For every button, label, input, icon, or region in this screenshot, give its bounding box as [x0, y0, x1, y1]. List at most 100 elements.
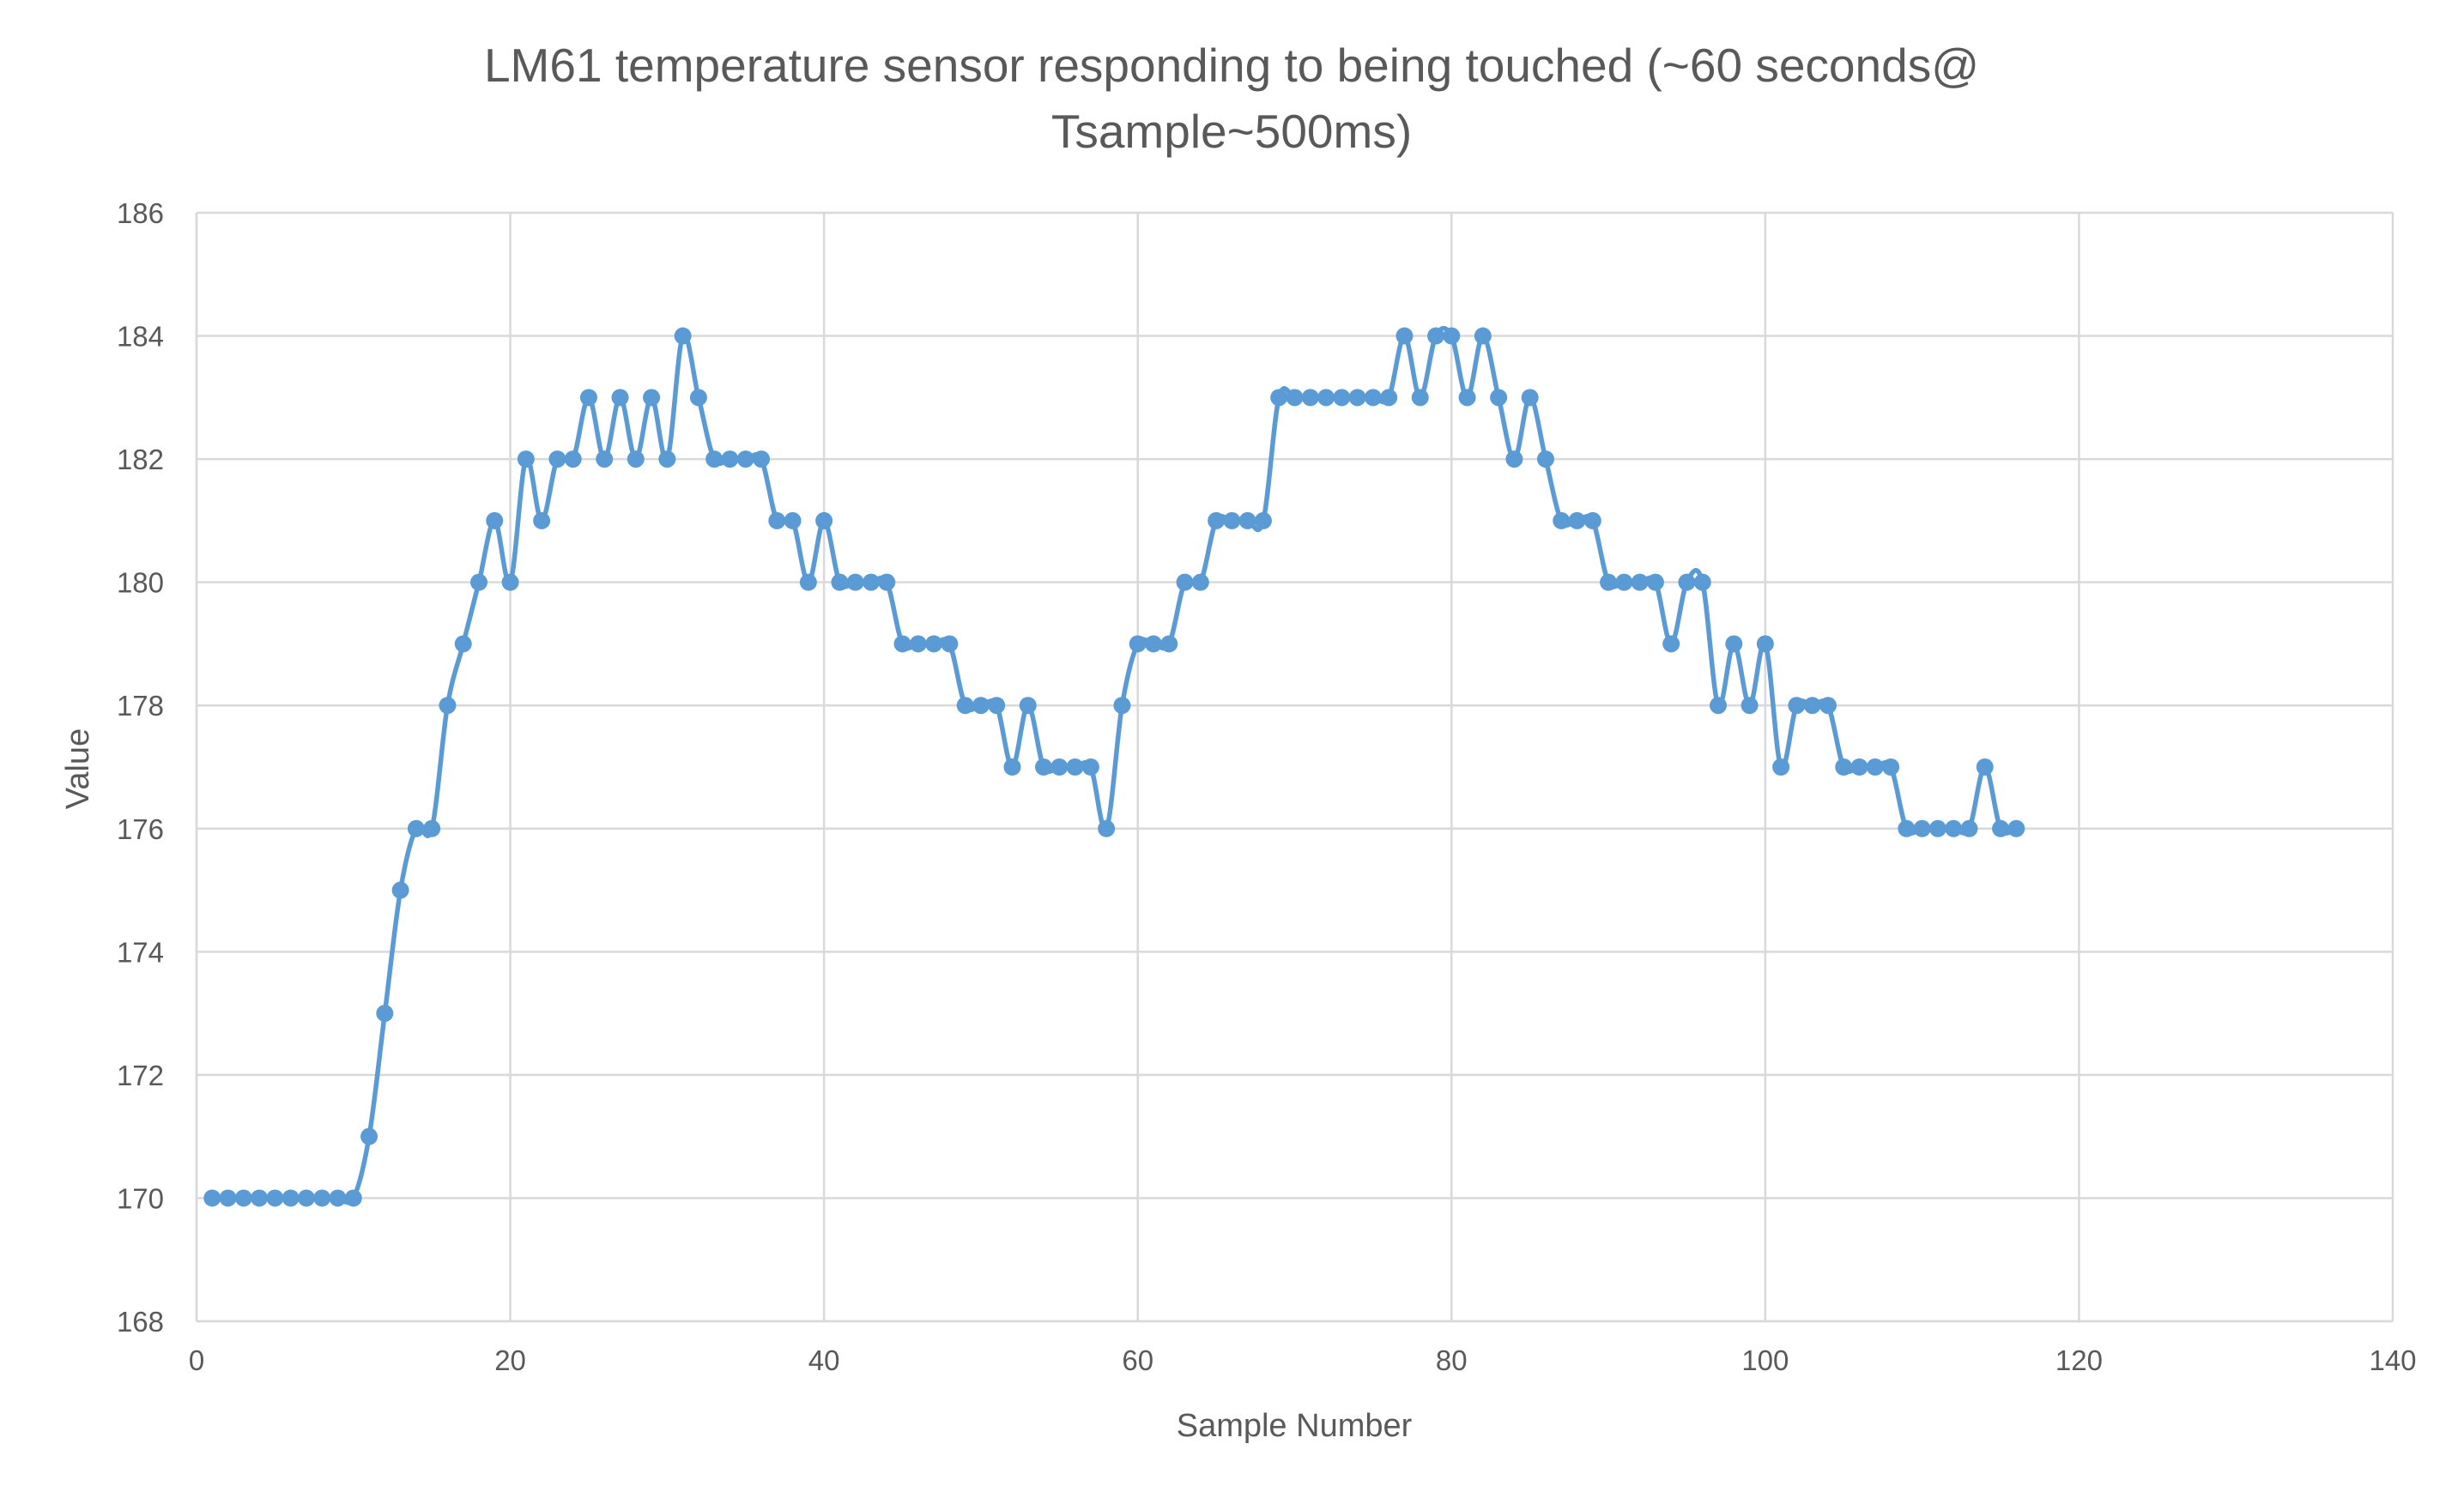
chart-title: LM61 temperature sensor responding to be… [484, 39, 1979, 158]
data-point [454, 635, 472, 653]
data-point [1741, 697, 1759, 715]
data-point [799, 573, 817, 591]
data-point [1333, 389, 1351, 407]
data-point [219, 1189, 237, 1207]
data-point [846, 573, 864, 591]
data-point [501, 573, 519, 591]
data-point [1976, 758, 1994, 776]
data-point [1098, 819, 1116, 837]
data-point [203, 1189, 221, 1207]
data-point [266, 1189, 284, 1207]
data-point [705, 450, 723, 468]
data-point [376, 1005, 394, 1023]
data-point [784, 511, 802, 529]
data-point [423, 819, 441, 837]
data-point [1380, 389, 1398, 407]
data-point [1960, 819, 1978, 837]
x-axis-title: Sample Number [1177, 1408, 1413, 1444]
data-point [407, 819, 425, 837]
data-point [439, 697, 457, 715]
data-point [329, 1189, 347, 1207]
data-point [658, 450, 676, 468]
data-point [1615, 573, 1633, 591]
data-point [297, 1189, 315, 1207]
data-point [1458, 389, 1476, 407]
data-point [1176, 573, 1194, 591]
data-point [1113, 697, 1131, 715]
data-point [596, 450, 614, 468]
x-tick-label: 140 [2369, 1344, 2416, 1376]
gridlines [195, 211, 2394, 1323]
data-point [1395, 327, 1414, 345]
data-point [1992, 819, 2010, 837]
y-tick-label: 176 [117, 813, 164, 845]
data-point [517, 450, 535, 468]
chart-title-line-2: Tsample~500ms) [1051, 105, 1412, 158]
data-point [1646, 573, 1664, 591]
data-point [909, 635, 927, 653]
data-point [1678, 573, 1696, 591]
data-point [282, 1189, 300, 1207]
data-point [1050, 758, 1069, 776]
data-point [1631, 573, 1649, 591]
data-point [862, 573, 880, 591]
data-point [1066, 758, 1084, 776]
data-point [643, 389, 661, 407]
data-point [251, 1189, 269, 1207]
data-point [988, 697, 1006, 715]
y-tick-label: 174 [117, 936, 164, 968]
data-point [1208, 511, 1226, 529]
data-point [1772, 758, 1790, 776]
data-point [1160, 635, 1178, 653]
data-point [1819, 697, 1837, 715]
data-point [1725, 635, 1743, 653]
data-point [1019, 697, 1037, 715]
y-tick-label: 182 [117, 444, 164, 475]
data-point [1898, 819, 1916, 837]
data-point [1254, 511, 1272, 529]
data-point [1364, 389, 1382, 407]
data-point [1317, 389, 1335, 407]
data-point [2007, 819, 2025, 837]
data-point [344, 1189, 362, 1207]
data-point [1866, 758, 1884, 776]
data-point [1223, 511, 1241, 529]
data-point [1693, 573, 1711, 591]
y-tick-label: 172 [117, 1060, 164, 1091]
x-tick-label: 80 [1436, 1344, 1468, 1376]
data-point [1928, 819, 1946, 837]
data-point [689, 389, 707, 407]
data-point [627, 450, 645, 468]
data-point [941, 635, 959, 653]
data-point [1568, 511, 1586, 529]
data-point [579, 389, 597, 407]
x-tick-label: 0 [189, 1344, 204, 1376]
data-point [1803, 697, 1821, 715]
data-point [1443, 327, 1461, 345]
x-tick-label: 60 [1122, 1344, 1153, 1376]
data-point [486, 511, 504, 529]
data-point [1756, 635, 1774, 653]
data-point [470, 573, 488, 591]
data-point [1662, 635, 1680, 653]
data-series [203, 325, 2025, 1207]
data-point [956, 697, 974, 715]
data-point [1411, 389, 1429, 407]
data-point [1035, 758, 1053, 776]
data-point [925, 635, 943, 653]
data-point [1583, 511, 1601, 529]
data-point [1191, 573, 1209, 591]
data-point [878, 573, 896, 591]
data-point [1788, 697, 1806, 715]
data-point [1348, 389, 1366, 407]
data-point [815, 511, 833, 529]
data-point [893, 635, 911, 653]
data-point [533, 511, 551, 529]
data-point [1710, 697, 1728, 715]
data-point [1003, 758, 1021, 776]
y-tick-label: 186 [117, 197, 164, 229]
data-point [1238, 511, 1256, 529]
y-tick-label: 168 [117, 1306, 164, 1338]
data-point [1270, 389, 1288, 407]
